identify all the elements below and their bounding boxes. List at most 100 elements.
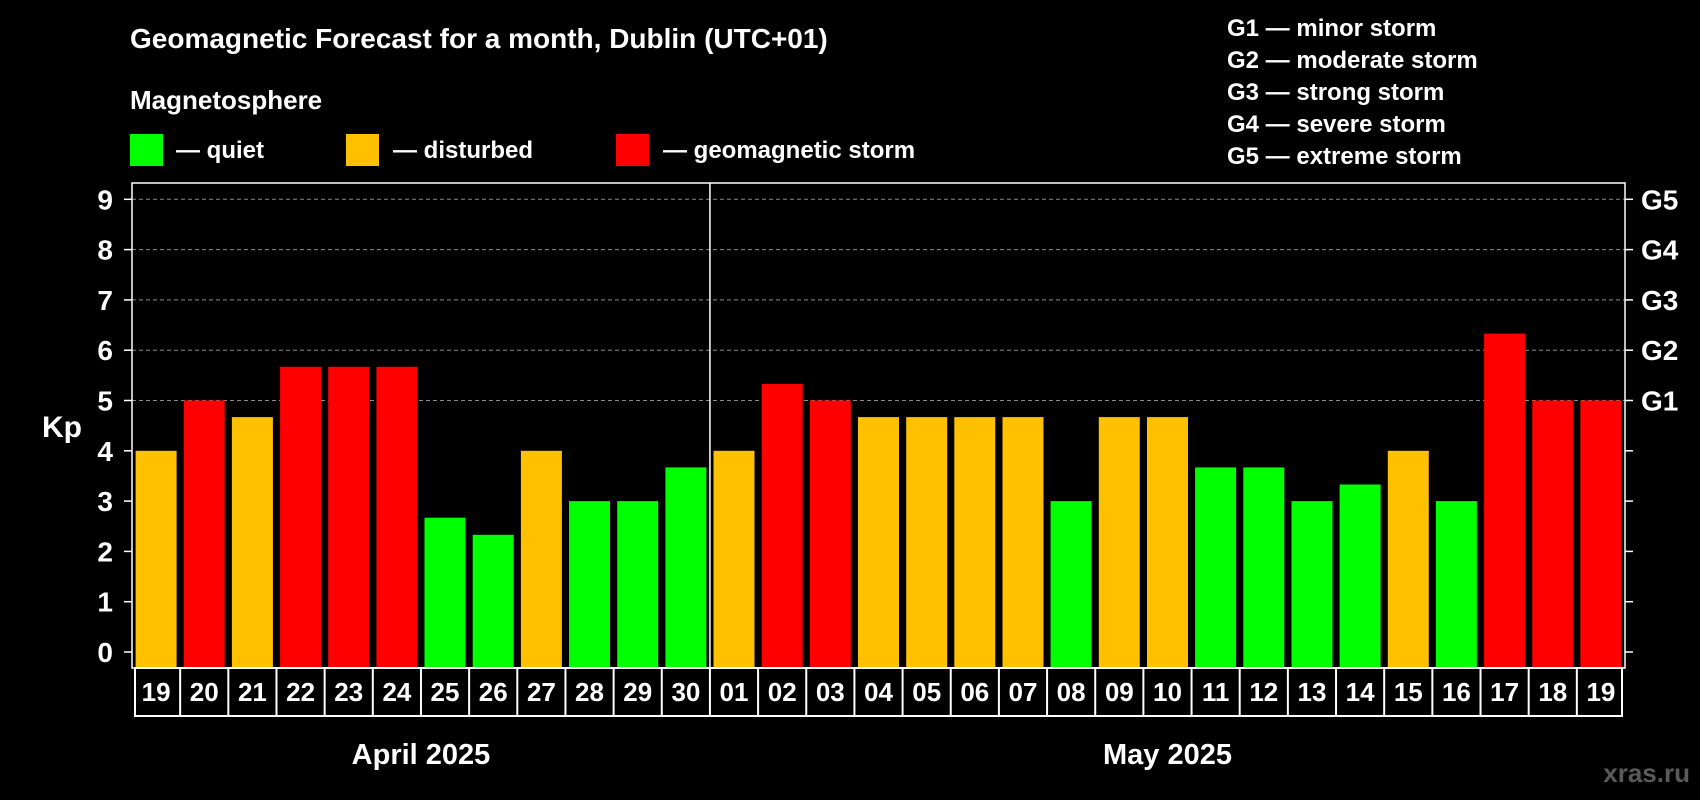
- watermark: xras.ru: [1603, 758, 1690, 788]
- chart-subtitle: Magnetosphere: [130, 85, 322, 115]
- day-label-7: 25: [431, 677, 460, 707]
- legend-swatch-quiet: [130, 134, 163, 166]
- bar-13: [713, 450, 755, 668]
- day-label-2: 20: [190, 677, 219, 707]
- bar-10: [569, 501, 610, 668]
- storm-scale-legend: G1 — minor storm G2 — moderate storm G3 …: [1227, 15, 1478, 170]
- storm-scale-g5: G5 — extreme storm: [1227, 143, 1462, 170]
- y-tick-label-4: 4: [97, 436, 113, 467]
- storm-scale-g4: G4 — severe storm: [1227, 111, 1446, 138]
- bar-25: [1291, 501, 1333, 668]
- legend-label-storm: — geomagnetic storm: [663, 137, 915, 164]
- month-label-2: May 2025: [1103, 739, 1232, 771]
- day-label-25: 13: [1298, 677, 1327, 707]
- bar-21: [1098, 417, 1140, 668]
- right-tick-label-g3: G3: [1641, 285, 1678, 316]
- bar-27: [1387, 450, 1429, 668]
- bar-12: [665, 467, 707, 668]
- day-label-1: 19: [142, 677, 171, 707]
- bar-14: [761, 383, 803, 668]
- y-tick-label-8: 8: [97, 235, 113, 266]
- day-label-23: 11: [1202, 677, 1230, 707]
- bar-17: [906, 417, 948, 668]
- right-tick-label-g4: G4: [1641, 235, 1679, 266]
- y-axis-ticks: 0 1 2 3 4 5 6 7 8 9: [97, 184, 132, 668]
- day-label-31: 19: [1586, 677, 1615, 707]
- y-tick-label-3: 3: [97, 486, 113, 517]
- bar-4: [280, 366, 322, 668]
- month-label-1: April 2025: [352, 739, 491, 771]
- bar-29: [1484, 333, 1526, 668]
- bar-3: [231, 417, 273, 668]
- right-tick-label-g5: G5: [1641, 184, 1678, 215]
- y-tick-label-7: 7: [97, 285, 113, 316]
- day-label-22: 10: [1153, 677, 1182, 707]
- y-axis-label: Kp: [42, 411, 82, 444]
- day-label-29: 17: [1490, 677, 1519, 707]
- bar-8: [472, 534, 514, 668]
- y-tick-label-6: 6: [97, 335, 113, 366]
- day-label-13: 01: [720, 677, 749, 707]
- day-label-15: 03: [816, 677, 845, 707]
- y-tick-label-0: 0: [97, 637, 113, 668]
- day-label-4: 22: [286, 677, 315, 707]
- bar-1: [135, 450, 177, 668]
- chart-title: Geomagnetic Forecast for a month, Dublin…: [130, 23, 828, 54]
- legend-label-quiet: — quiet: [176, 137, 264, 164]
- bar-7: [424, 517, 466, 668]
- legend: — quiet — disturbed — geomagnetic storm: [130, 134, 915, 166]
- storm-scale-g1: G1 — minor storm: [1227, 15, 1436, 42]
- month-labels: April 2025 May 2025: [352, 739, 1232, 771]
- right-tick-label-g1: G1: [1641, 386, 1678, 417]
- bar-24: [1243, 467, 1285, 668]
- bar-2: [183, 400, 225, 668]
- legend-swatch-disturbed: [346, 134, 379, 166]
- bar-26: [1339, 484, 1381, 668]
- legend-swatch-storm: [616, 134, 649, 166]
- bar-20: [1050, 501, 1092, 668]
- day-label-10: 28: [575, 677, 604, 707]
- day-label-9: 27: [527, 677, 556, 707]
- legend-label-disturbed: — disturbed: [393, 137, 533, 164]
- day-label-16: 04: [864, 677, 893, 707]
- day-label-26: 14: [1346, 677, 1375, 707]
- bar-30: [1532, 400, 1574, 668]
- storm-scale-g2: G2 — moderate storm: [1227, 47, 1478, 74]
- bar-5: [328, 366, 370, 668]
- bar-6: [376, 366, 418, 668]
- day-label-28: 16: [1442, 677, 1471, 707]
- day-label-14: 02: [768, 677, 797, 707]
- bar-15: [809, 400, 851, 668]
- bars: [135, 333, 1622, 668]
- day-label-30: 18: [1538, 677, 1567, 707]
- y-tick-label-9: 9: [97, 184, 113, 215]
- day-label-20: 08: [1057, 677, 1086, 707]
- bar-31: [1580, 400, 1622, 668]
- y-tick-label-5: 5: [97, 386, 113, 417]
- day-label-6: 24: [382, 677, 411, 707]
- bar-9: [520, 450, 562, 668]
- bar-19: [1002, 417, 1044, 668]
- bar-28: [1435, 501, 1477, 668]
- day-label-18: 06: [960, 677, 989, 707]
- day-label-12: 30: [671, 677, 700, 707]
- day-label-3: 21: [238, 677, 267, 707]
- y-tick-label-2: 2: [97, 536, 113, 567]
- day-label-5: 23: [334, 677, 363, 707]
- right-tick-label-g2: G2: [1641, 335, 1678, 366]
- bar-18: [954, 417, 996, 668]
- day-label-11: 29: [623, 677, 652, 707]
- bar-22: [1147, 417, 1188, 668]
- day-label-8: 26: [479, 677, 508, 707]
- bar-11: [617, 501, 659, 668]
- day-label-21: 09: [1105, 677, 1134, 707]
- bar-23: [1195, 467, 1237, 668]
- x-axis-day-labels: 19 20 21 22 23 24 25 26 27 28 29 30 01 02 03 04 05 06 07 08…: [134, 667, 1623, 717]
- day-label-box: [134, 667, 1623, 717]
- y-tick-label-1: 1: [97, 587, 113, 618]
- day-label-27: 15: [1394, 677, 1423, 707]
- day-label-17: 05: [912, 677, 941, 707]
- day-label-19: 07: [1009, 677, 1038, 707]
- storm-scale-g3: G3 — strong storm: [1227, 79, 1444, 106]
